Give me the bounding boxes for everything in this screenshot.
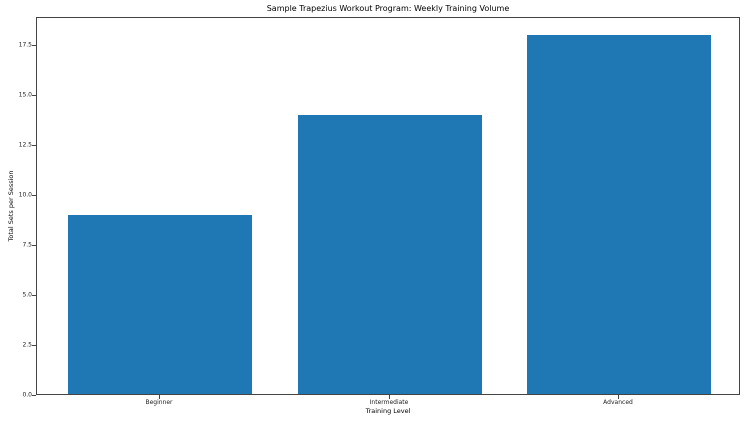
x-tick [618, 395, 619, 399]
x-tick-label: Advanced [603, 399, 633, 406]
x-tick-label: Intermediate [369, 399, 409, 406]
x-tick [389, 395, 390, 399]
x-tick-label: Beginner [145, 399, 173, 406]
y-axis-label: Total Sets per Session [7, 170, 15, 242]
y-tick-label: 15.0 [18, 91, 32, 99]
y-tick-label: 10.0 [18, 191, 32, 199]
y-tick [32, 45, 36, 46]
plot-area [36, 17, 740, 395]
y-tick [32, 345, 36, 346]
x-axis-label: Training Level [365, 407, 411, 415]
bar-intermediate [298, 115, 482, 394]
y-tick [32, 395, 36, 396]
bar-advanced [527, 35, 711, 394]
y-tick [32, 295, 36, 296]
y-tick-label: 7.5 [22, 241, 32, 249]
x-tick [159, 395, 160, 399]
y-tick-label: 0.0 [22, 391, 32, 399]
y-tick-label: 17.5 [18, 41, 32, 49]
y-tick [32, 245, 36, 246]
y-tick-label: 2.5 [22, 341, 32, 349]
y-tick [32, 145, 36, 146]
y-tick [32, 95, 36, 96]
bar-beginner [68, 215, 252, 394]
chart-title: Sample Trapezius Workout Program: Weekly… [266, 4, 510, 13]
y-tick-label: 12.5 [18, 141, 32, 149]
y-tick-label: 5.0 [22, 291, 32, 299]
y-tick [32, 195, 36, 196]
